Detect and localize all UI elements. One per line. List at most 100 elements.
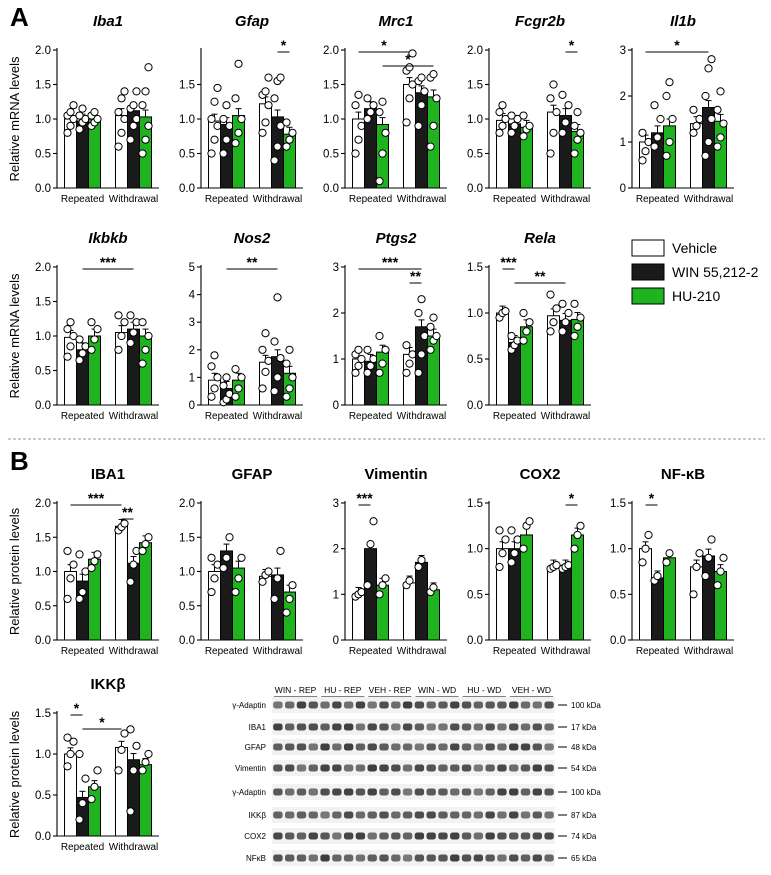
blot-band bbox=[544, 701, 554, 709]
data-point bbox=[63, 762, 72, 771]
data-point bbox=[264, 73, 273, 82]
blot-band bbox=[426, 743, 436, 751]
blot-band bbox=[367, 832, 377, 840]
blot-band bbox=[308, 854, 318, 862]
data-point bbox=[87, 318, 96, 327]
significance-annotations: ***** bbox=[500, 254, 566, 284]
significance-label: ** bbox=[247, 254, 258, 270]
panel-b-letter: B bbox=[10, 446, 29, 476]
data-point bbox=[264, 101, 273, 110]
data-point bbox=[369, 517, 378, 526]
data-point bbox=[552, 304, 561, 313]
charts-layer: Iba1 Relative mRNA levels 0.0 0.5 1.0 1.5 2.0 R… bbox=[7, 13, 734, 853]
data-point bbox=[222, 553, 231, 562]
blot-kda-label: 17 kDa bbox=[571, 723, 597, 732]
chart-title: GFAP bbox=[232, 466, 273, 483]
data-point bbox=[665, 549, 674, 558]
blot-band bbox=[485, 788, 495, 796]
significance-label: * bbox=[569, 37, 575, 53]
blot-kda-label: 74 kDa bbox=[571, 832, 597, 841]
data-point bbox=[231, 139, 240, 148]
y-tick-label: 0.0 bbox=[467, 635, 483, 647]
blot-band bbox=[426, 764, 436, 772]
blot-row-background bbox=[272, 807, 555, 823]
data-point bbox=[207, 392, 216, 401]
data-point bbox=[576, 128, 585, 137]
blot-kda-label: 100 kDa bbox=[571, 701, 601, 710]
bar bbox=[403, 582, 416, 641]
y-tick-label: 0.0 bbox=[610, 635, 626, 647]
bar bbox=[88, 786, 101, 837]
blot-band bbox=[414, 701, 425, 709]
blot-band bbox=[532, 854, 543, 862]
blot-band bbox=[367, 764, 377, 772]
chart-13: NF-κB 0.0 0.5 1.0 1.5 Repeated Withdrawal * bbox=[610, 466, 734, 657]
blot-band bbox=[273, 743, 283, 751]
data-point bbox=[132, 741, 141, 750]
data-point bbox=[378, 359, 387, 368]
data-point bbox=[719, 553, 728, 562]
bar bbox=[714, 120, 727, 189]
significance-annotations: * bbox=[565, 490, 578, 506]
data-point bbox=[78, 587, 87, 597]
data-point bbox=[650, 101, 659, 110]
data-point bbox=[656, 114, 665, 124]
data-point bbox=[405, 359, 414, 368]
blot-band bbox=[284, 832, 295, 840]
data-point bbox=[507, 128, 516, 137]
data-point bbox=[707, 114, 716, 124]
bar bbox=[496, 548, 509, 641]
data-point bbox=[558, 299, 567, 308]
blot-band bbox=[343, 832, 354, 840]
data-point bbox=[258, 384, 267, 393]
y-axis-title: Relative mRNA levels bbox=[7, 56, 22, 181]
blot-band bbox=[450, 723, 460, 731]
y-tick-label: 1.5 bbox=[35, 80, 51, 92]
data-point bbox=[129, 560, 138, 569]
data-point bbox=[213, 83, 222, 93]
data-point bbox=[429, 121, 438, 131]
blot-band bbox=[355, 788, 366, 796]
significance-label: * bbox=[74, 700, 80, 716]
data-point bbox=[653, 133, 662, 142]
data-point bbox=[573, 322, 582, 331]
data-point bbox=[378, 97, 387, 106]
data-point bbox=[417, 555, 426, 565]
data-point bbox=[507, 558, 516, 567]
blot-band bbox=[509, 701, 519, 709]
data-point bbox=[653, 571, 662, 581]
data-point bbox=[69, 737, 78, 746]
data-point bbox=[93, 766, 102, 775]
blot-band bbox=[544, 723, 554, 731]
blot-band bbox=[532, 701, 543, 709]
blot-band bbox=[438, 743, 448, 751]
data-point bbox=[138, 149, 147, 158]
data-point bbox=[414, 308, 423, 318]
bar bbox=[115, 332, 128, 406]
blot-band bbox=[450, 764, 460, 772]
blot-band bbox=[320, 832, 330, 840]
data-point bbox=[114, 142, 123, 151]
data-point bbox=[378, 581, 387, 590]
significance-annotations: * bbox=[565, 37, 578, 53]
x-category-label: Repeated bbox=[61, 194, 104, 205]
y-tick-label: 0.0 bbox=[35, 635, 51, 647]
data-point bbox=[126, 135, 135, 144]
blot-band bbox=[296, 701, 307, 709]
blot-band bbox=[497, 854, 507, 862]
y-tick-label: 0.0 bbox=[323, 183, 339, 195]
blot-band bbox=[544, 788, 554, 796]
x-category-label: Repeated bbox=[61, 842, 104, 853]
data-point bbox=[63, 594, 72, 604]
data-point bbox=[692, 121, 701, 131]
data-point bbox=[558, 327, 567, 336]
data-point bbox=[707, 55, 716, 64]
y-tick-label: 2 bbox=[620, 91, 626, 103]
data-point bbox=[402, 341, 411, 350]
data-point bbox=[405, 63, 414, 72]
data-point bbox=[417, 73, 426, 82]
blot-band bbox=[296, 764, 307, 772]
blot-band bbox=[509, 854, 519, 862]
y-tick-label: 1.5 bbox=[35, 708, 51, 720]
